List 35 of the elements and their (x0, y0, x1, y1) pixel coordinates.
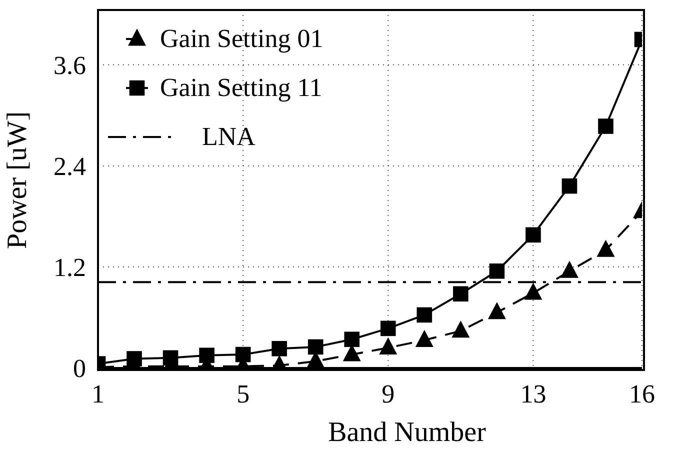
legend-label: Gain Setting 01 (160, 24, 324, 54)
point (344, 332, 360, 348)
x-tick-label: 13 (520, 379, 546, 408)
x-tick-label: 1 (92, 379, 104, 408)
legend-label: Gain Setting 11 (160, 72, 322, 102)
point (379, 337, 398, 355)
point (560, 260, 578, 278)
point (380, 320, 396, 336)
x-tick-label: 16 (629, 379, 655, 408)
y-tick-label: 1.2 (54, 253, 86, 282)
point (596, 240, 615, 257)
point (272, 340, 287, 356)
x-tick-label: 9 (382, 379, 395, 408)
point (524, 282, 542, 300)
point (453, 286, 468, 302)
y-tick-label: 2.4 (54, 152, 86, 182)
point (562, 178, 578, 194)
point (235, 346, 251, 362)
legend-label: LNA (202, 122, 256, 152)
point (598, 118, 614, 134)
y-tick-label: 3.6 (54, 50, 86, 80)
point (488, 302, 506, 320)
point (308, 339, 324, 355)
y-tick-label: 0 (73, 354, 86, 384)
y-axis-title: Power [uW] (2, 111, 33, 249)
point (199, 348, 214, 364)
point (126, 351, 142, 366)
point (162, 350, 178, 366)
point (526, 227, 541, 243)
x-axis-title: Band Number (328, 417, 487, 448)
point (489, 263, 505, 279)
x-tick-label: 5 (236, 379, 250, 408)
point (415, 330, 434, 347)
point (452, 320, 470, 338)
point (416, 307, 432, 323)
